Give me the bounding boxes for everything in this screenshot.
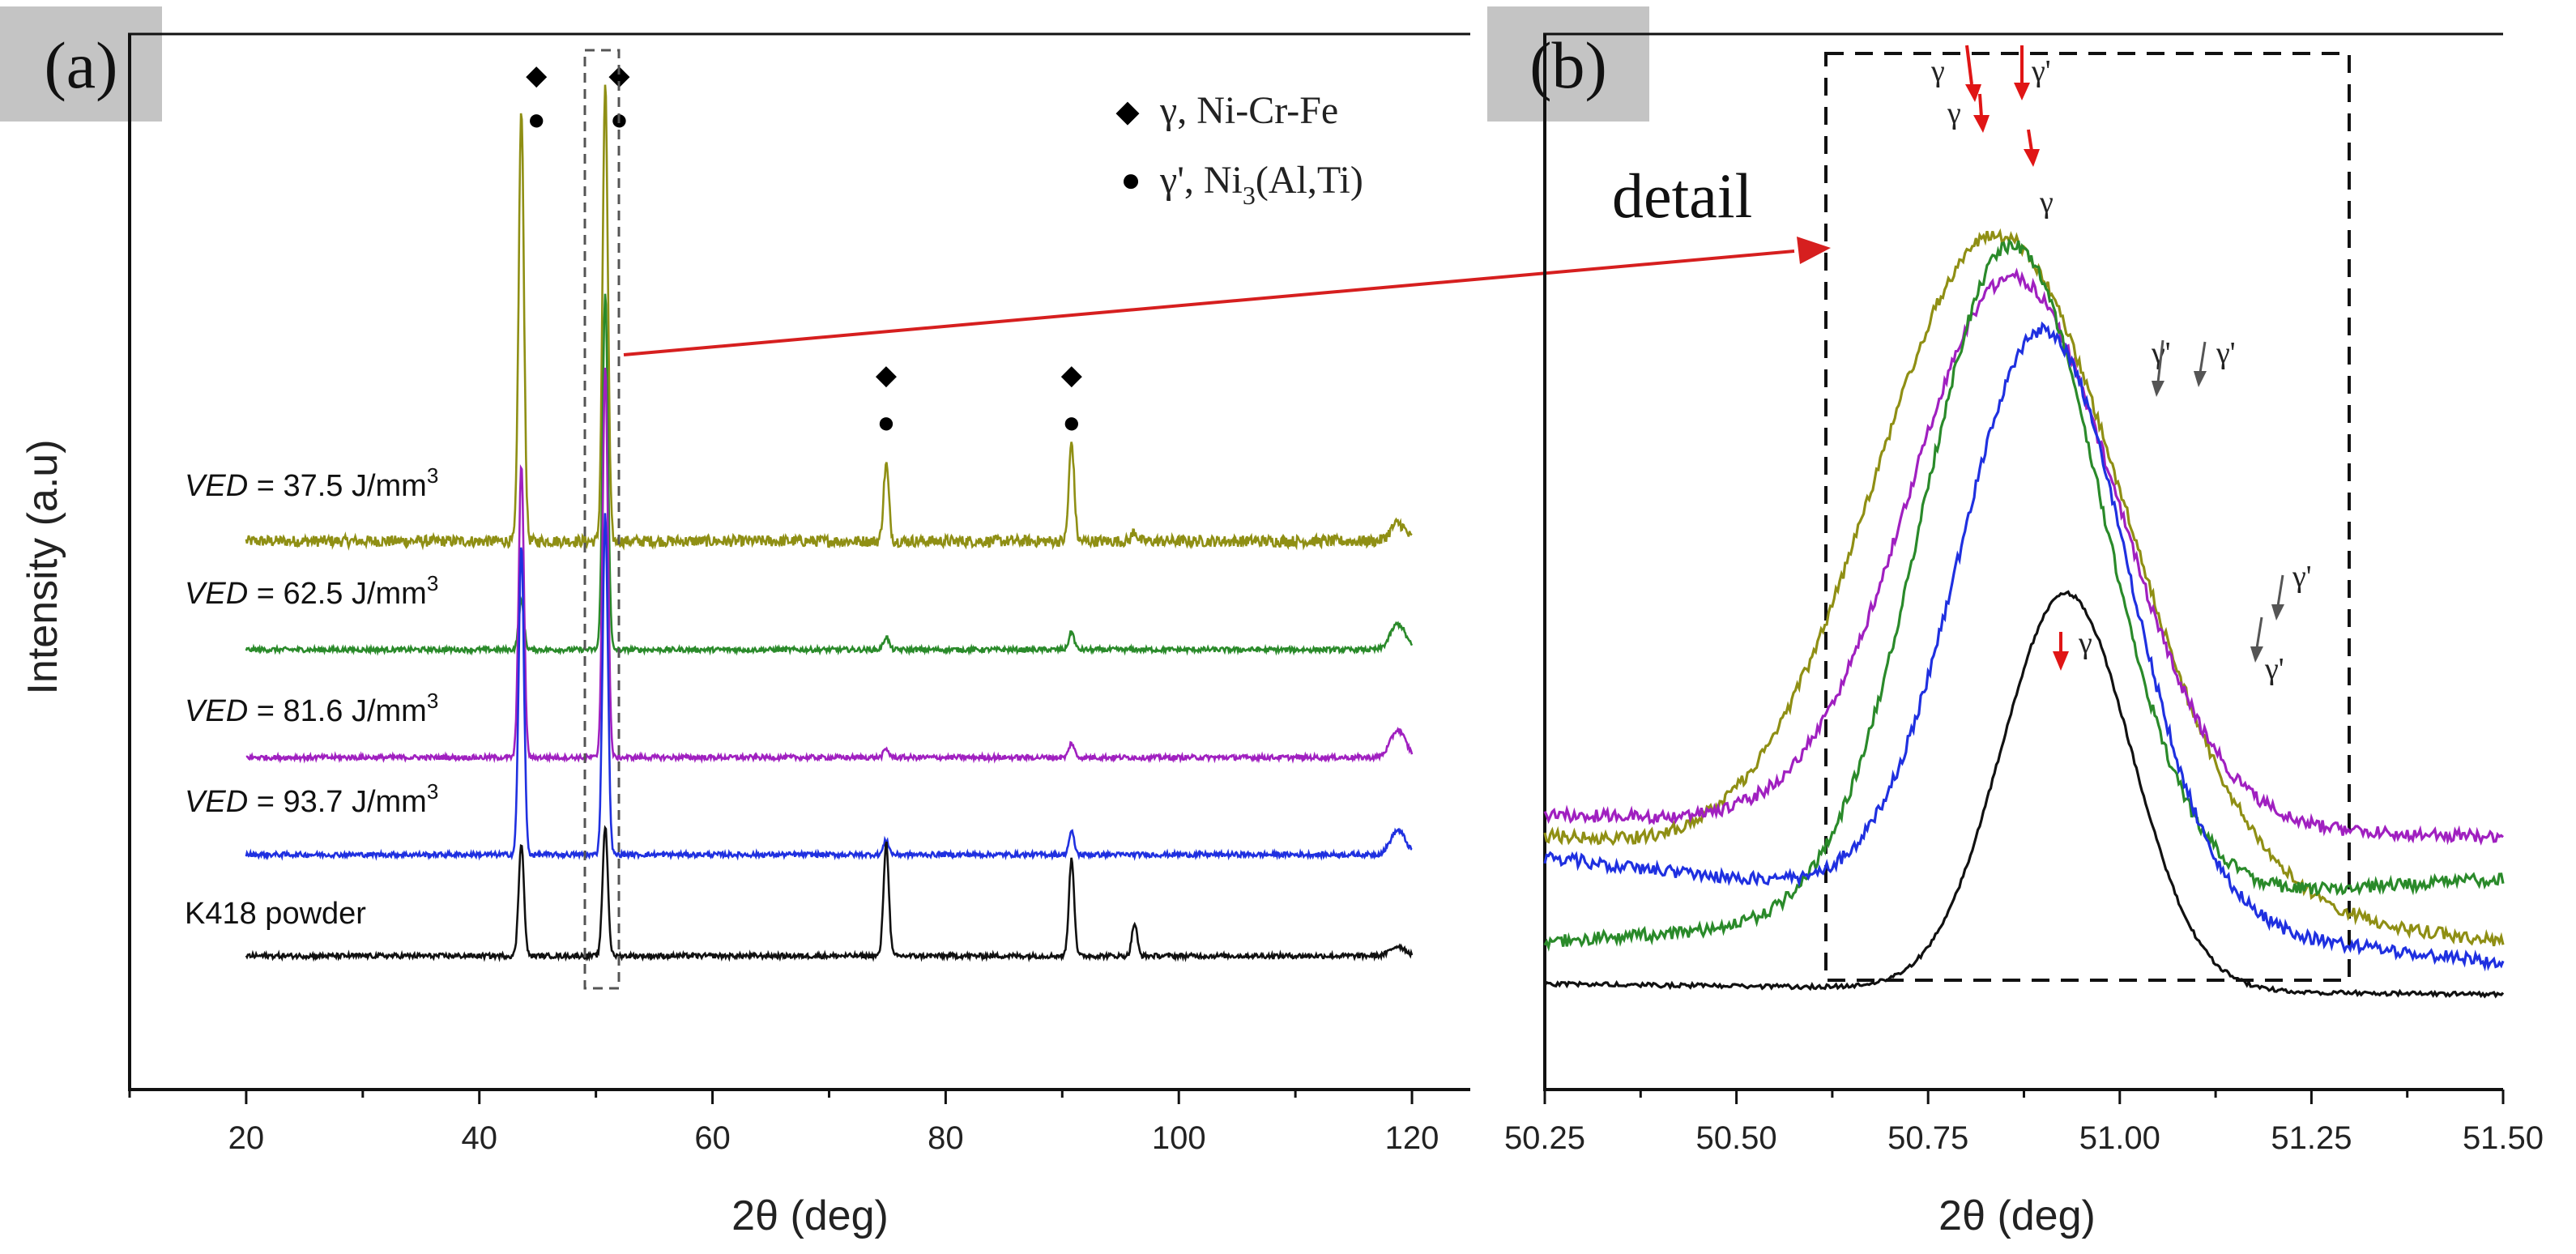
panel-a-x-ticks: 20 40 60 80 100 120 <box>128 1090 1439 1156</box>
gamma-diamond-marker: ◆ <box>1061 360 1083 390</box>
series-line <box>245 293 1414 656</box>
peak-label: γ <box>1947 93 1990 133</box>
detail-series-line <box>1543 590 2505 999</box>
series-line <box>245 825 1414 963</box>
x-tick-label: 80 <box>928 1120 964 1156</box>
x-tick-label: 51.00 <box>2079 1120 2160 1156</box>
x-tick-label: 50.75 <box>1887 1120 1968 1156</box>
legend-gamma-prime-label: γ', Ni3(Al,Ti) <box>1159 159 1363 210</box>
detail-series-line <box>1543 238 2505 952</box>
svg-text:γ: γ <box>1930 54 1945 88</box>
series-label: VED = 37.5 J/mm3 <box>185 463 438 503</box>
peak-label: γ <box>2053 626 2092 671</box>
gamma-prime-circle-marker: ● <box>527 103 546 137</box>
panel-b-label: (b) <box>1529 28 1607 102</box>
panel-a-legend: ◆ γ, Ni-Cr-Fe ● γ', Ni3(Al,Ti) <box>1115 89 1363 210</box>
gamma-prime-circle-marker: ● <box>1062 406 1081 440</box>
peak-label: γ' <box>2194 336 2236 387</box>
svg-text:γ: γ <box>2039 186 2054 220</box>
svg-text:γ: γ <box>1947 96 1961 130</box>
legend-gamma-label: γ, Ni-Cr-Fe <box>1159 89 1338 132</box>
peak-label: γ <box>2024 129 2054 220</box>
legend-item-gamma-prime: ● γ', Ni3(Al,Ti) <box>1120 159 1363 210</box>
panel-b-x-label: 2θ (deg) <box>1938 1192 2096 1239</box>
x-tick-label: 60 <box>694 1120 731 1156</box>
panel-a-detail-box <box>583 49 621 990</box>
detail-connector-arrow <box>623 237 1831 356</box>
panel-b-detail-label: detail <box>1612 160 1752 231</box>
x-tick-label: 51.25 <box>2271 1120 2352 1156</box>
legend-diamond-marker: ◆ <box>1115 95 1140 129</box>
panel-a-label-box <box>0 6 162 122</box>
peak-label: γ' <box>2014 45 2051 100</box>
svg-text:γ': γ' <box>2264 652 2284 686</box>
gamma-diamond-marker: ◆ <box>526 61 548 91</box>
svg-text:γ': γ' <box>2292 560 2312 594</box>
peak-label: γ' <box>2151 336 2171 397</box>
legend-circle-marker: ● <box>1120 162 1141 199</box>
gamma-prime-circle-marker: ● <box>877 406 896 440</box>
legend-item-gamma: ◆ γ, Ni-Cr-Fe <box>1115 89 1338 132</box>
panel-b-label-box <box>1487 6 1649 122</box>
x-tick-label: 50.25 <box>1504 1120 1585 1156</box>
panel-b-peak-labels: γ γ γ' γ γ' <box>1930 45 2312 686</box>
panel-a-y-label: Intensity (a.u) <box>19 439 66 694</box>
x-tick-label: 20 <box>228 1120 265 1156</box>
x-tick-label: 50.50 <box>1696 1120 1777 1156</box>
series-label: VED = 62.5 J/mm3 <box>185 571 438 611</box>
peak-label: γ <box>1930 45 1981 102</box>
x-tick-label: 40 <box>461 1120 497 1156</box>
svg-text:γ: γ <box>2078 626 2092 660</box>
svg-text:γ': γ' <box>2031 54 2051 88</box>
panel-a-series-labels: VED = 37.5 J/mm3 VED = 62.5 J/mm3 VED = 81… <box>185 463 438 931</box>
peak-label: γ' <box>2250 616 2284 686</box>
peak-label: γ' <box>2271 560 2312 621</box>
detail-series-line <box>1543 267 2505 846</box>
x-tick-label: 100 <box>1152 1120 1206 1156</box>
panel-b-detail-box <box>1824 52 2351 982</box>
series-line <box>245 367 1414 764</box>
panel-a-peak-markers: ◆●◆●◆●◆● <box>526 61 1083 440</box>
x-tick-label: 51.50 <box>2463 1120 2544 1156</box>
series-line <box>245 84 1413 551</box>
panel-a-label: (a) <box>44 28 117 102</box>
panel-b-x-ticks: 50.25 50.50 50.75 51.00 51.25 51.50 <box>1504 1090 2544 1156</box>
series-label: VED = 93.7 J/mm3 <box>185 779 438 819</box>
panel-a-x-label: 2θ (deg) <box>731 1192 889 1239</box>
detail-series-line <box>1543 321 2505 972</box>
series-label: VED = 81.6 J/mm3 <box>185 689 438 728</box>
x-tick-label: 120 <box>1385 1120 1439 1156</box>
series-label: K418 powder <box>185 897 366 931</box>
svg-text:γ': γ' <box>2216 336 2236 370</box>
gamma-diamond-marker: ◆ <box>876 360 898 390</box>
panel-b-series <box>1543 228 2505 999</box>
panel-b: (b) 50.25 50.50 50.75 51.00 51.25 51.50 2θ (d… <box>1487 6 2544 1239</box>
panel-a: (a) 20 40 60 80 100 120 2θ (deg) Intensity (a… <box>0 6 1470 1239</box>
panel-a-series <box>245 84 1414 963</box>
series-line <box>245 513 1413 861</box>
